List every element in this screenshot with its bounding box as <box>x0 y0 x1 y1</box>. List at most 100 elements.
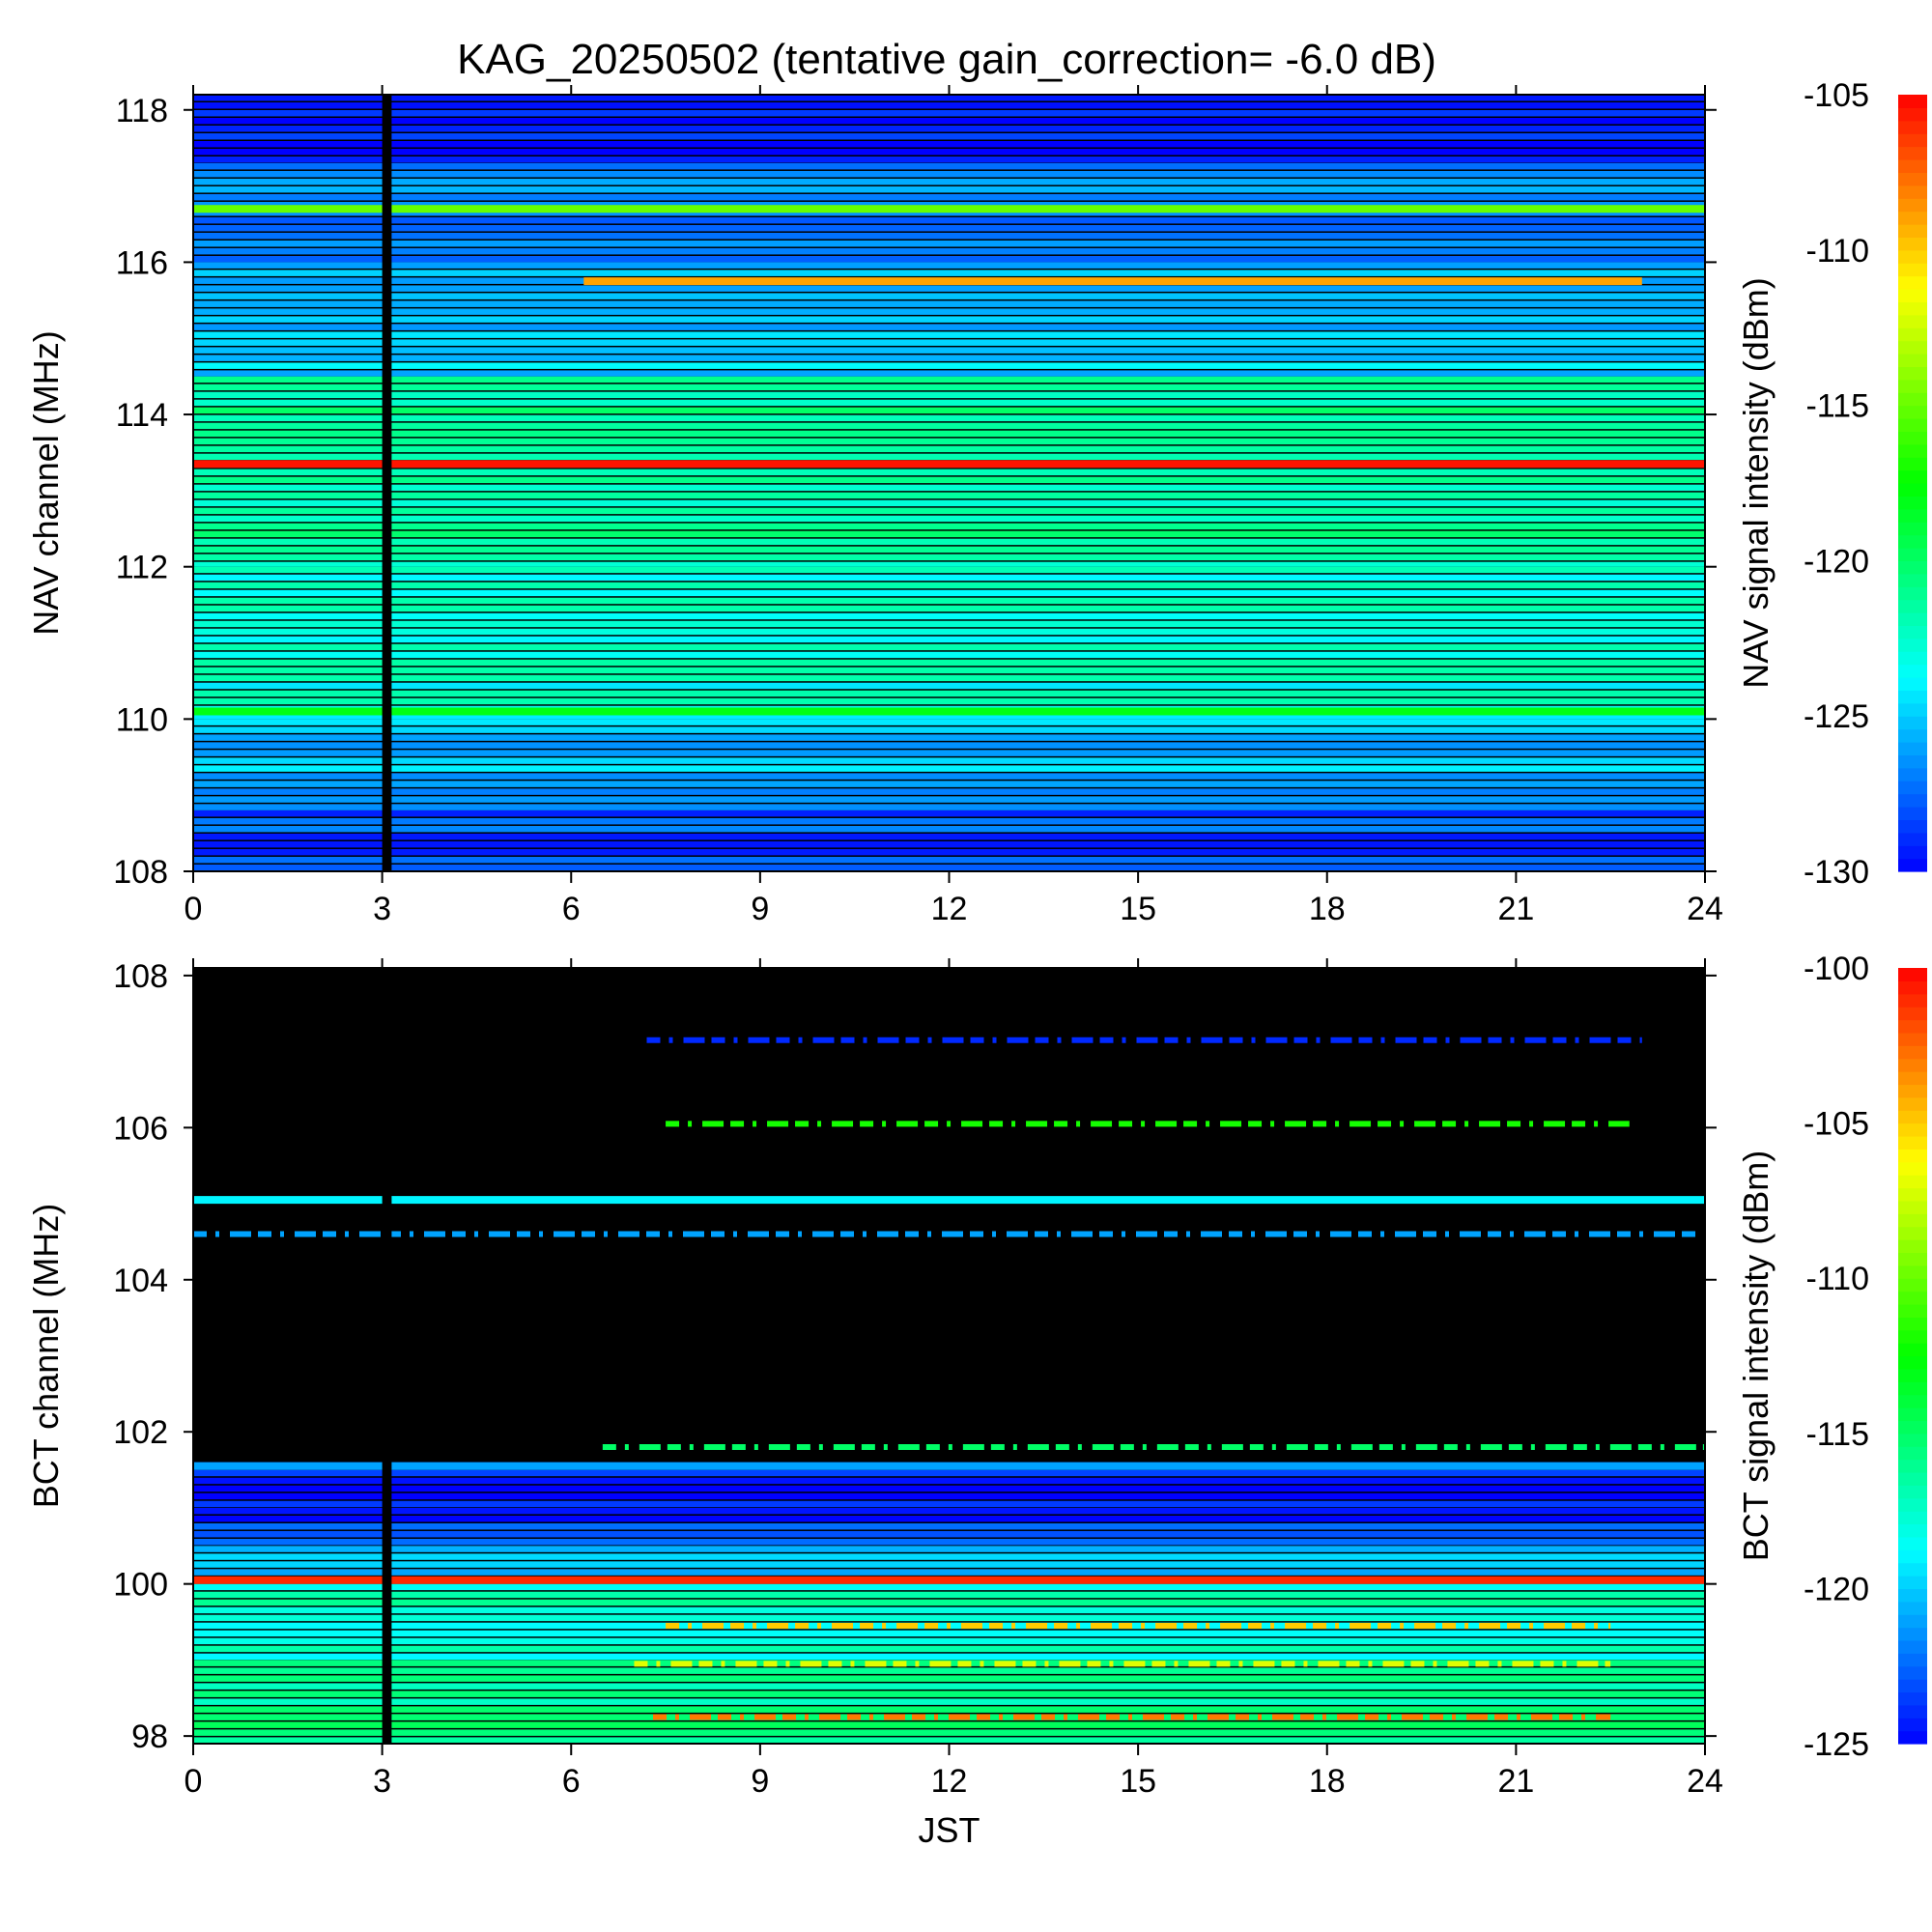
background-channel-row <box>193 126 1705 132</box>
background-channel-row <box>193 316 1705 323</box>
colorbar-segment <box>1898 1536 1927 1550</box>
colorbar-segment <box>1898 993 1927 1008</box>
colorbar-segment <box>1898 1562 1927 1577</box>
background-channel-row <box>193 1706 1705 1713</box>
colorbar-segment <box>1898 690 1927 704</box>
background-channel-row <box>193 1583 1705 1591</box>
colorbar-segment <box>1898 1317 1927 1331</box>
background-channel-row <box>193 734 1705 741</box>
background-channel-row <box>193 848 1705 856</box>
background-channel-row <box>193 422 1705 430</box>
nav-panel: 0 3 6 9 12 15 18 21 24 108 110 112 114 116 118 NAV cha… <box>26 77 1927 927</box>
x-tick-label: 9 <box>751 1763 769 1800</box>
x-tick-label: 3 <box>373 891 391 927</box>
colorbar-segment <box>1898 1381 1927 1396</box>
x-tick-label: 15 <box>1120 1763 1156 1800</box>
background-channel-row <box>193 804 1705 810</box>
colorbar-segment <box>1898 1523 1927 1538</box>
x-tick-label: 18 <box>1309 1763 1346 1800</box>
background-channel-row <box>193 492 1705 499</box>
background-channel-row <box>193 1614 1705 1622</box>
colorbar-segment <box>1898 1032 1927 1046</box>
colorbar-segment <box>1898 1058 1927 1072</box>
background-channel-row <box>193 293 1705 299</box>
colorbar-segment <box>1898 754 1927 769</box>
colorbar-segment <box>1898 1161 1927 1176</box>
colorbar-segment <box>1898 612 1927 626</box>
colorbar-segment <box>1898 133 1927 148</box>
colorbar-segment <box>1898 819 1927 834</box>
background-channel-row <box>193 399 1705 407</box>
background-channel-row <box>193 796 1705 803</box>
background-channel-row <box>193 430 1705 438</box>
y-tick-label: 102 <box>113 1414 168 1451</box>
background-channel-row <box>193 690 1705 697</box>
colorbar-segment <box>1898 1071 1927 1086</box>
background-channel-row <box>193 476 1705 484</box>
background-channel-row <box>193 538 1705 546</box>
bct-y-axis-label: BCT channel (MHz) <box>26 1204 66 1508</box>
background-channel-row <box>193 1645 1705 1653</box>
colorbar-segment <box>1898 1303 1927 1318</box>
colorbar-segment <box>1898 1122 1927 1137</box>
colorbar-segment <box>1898 638 1927 652</box>
background-channel-row <box>193 1599 1705 1606</box>
background-channel-row <box>193 391 1705 399</box>
background-channel-row <box>193 697 1705 705</box>
background-channel-row <box>193 1530 1705 1538</box>
background-channel-row <box>193 515 1705 523</box>
y-tick-label: 104 <box>113 1263 168 1299</box>
colorbar-segment <box>1898 1691 1927 1706</box>
background-channel-row <box>193 347 1705 354</box>
colorbar-segment <box>1898 1110 1927 1124</box>
colorbar-tick-label: -100 <box>1804 951 1869 987</box>
colorbar-segment <box>1898 742 1927 755</box>
background-channel-row <box>193 156 1705 163</box>
bct-axes: 0 3 6 9 12 15 18 21 24 98 100 102 104 106 108 <box>113 958 1723 1800</box>
background-channel-row <box>193 1737 1705 1744</box>
background-channel-row <box>193 1561 1705 1568</box>
colorbar-tick-label: -110 <box>1805 233 1869 270</box>
background-channel-row <box>193 574 1705 582</box>
background-channel-row <box>193 1507 1705 1515</box>
colorbar-segment <box>1898 522 1927 536</box>
background-channel-row <box>193 554 1705 561</box>
background-channel-row <box>193 1485 1705 1492</box>
colorbar-segment <box>1898 237 1927 251</box>
colorbar-segment <box>1898 651 1927 666</box>
background-channel-row <box>193 384 1705 391</box>
colorbar-tick-label: -115 <box>1805 388 1869 425</box>
colorbar-segment <box>1898 1420 1927 1435</box>
data-gap-column <box>382 95 392 871</box>
plot-background <box>193 968 1705 1744</box>
colorbar-segment <box>1898 289 1927 302</box>
x-tick-label: 0 <box>185 1763 203 1800</box>
x-tick-label: 12 <box>931 1763 968 1800</box>
background-channel-row <box>193 1721 1705 1728</box>
background-channel-row <box>193 355 1705 361</box>
colorbar-segment <box>1898 1718 1927 1732</box>
colorbar-segment <box>1898 508 1927 523</box>
background-channel-row <box>193 726 1705 733</box>
background-channel-row <box>193 308 1705 315</box>
colorbar-segment <box>1898 1601 1927 1615</box>
colorbar-segment <box>1898 392 1927 407</box>
colorbar-segment <box>1898 224 1927 238</box>
background-channel-row <box>193 810 1705 817</box>
background-channel-row <box>193 713 1705 720</box>
background-channel-row <box>193 757 1705 764</box>
background-channel-row <box>193 339 1705 346</box>
background-channel-row <box>193 193 1705 201</box>
colorbar-segment <box>1898 1264 1927 1279</box>
background-channel-row <box>193 674 1705 682</box>
colorbar-segment <box>1898 211 1927 225</box>
background-channel-row <box>193 1569 1705 1576</box>
background-channel-row <box>193 856 1705 864</box>
colorbar-tick-label: -125 <box>1804 1726 1869 1763</box>
background-channel-row <box>193 170 1705 178</box>
background-channel-row <box>193 1729 1705 1736</box>
nav-colorbar-label: NAV signal intensity (dBm) <box>1736 277 1776 688</box>
colorbar-segment <box>1898 469 1927 484</box>
strong-channel-band <box>193 1462 1705 1470</box>
